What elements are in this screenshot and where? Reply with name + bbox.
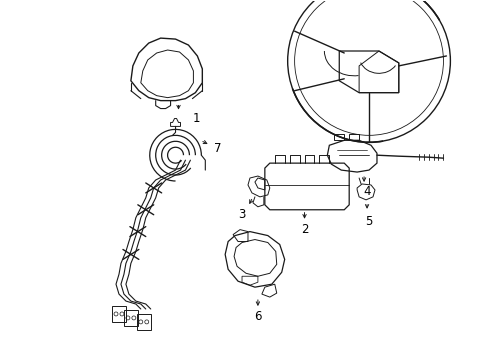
Text: 5: 5 [366, 215, 373, 228]
Text: 3: 3 [238, 208, 245, 221]
Bar [137, 314, 151, 330]
Text: 7: 7 [215, 142, 222, 155]
Text: 1: 1 [193, 112, 200, 125]
Bar [124, 310, 138, 326]
Text: 4: 4 [363, 185, 371, 198]
Text: 6: 6 [254, 310, 262, 323]
Bar [112, 306, 126, 322]
Text: 2: 2 [301, 223, 308, 236]
